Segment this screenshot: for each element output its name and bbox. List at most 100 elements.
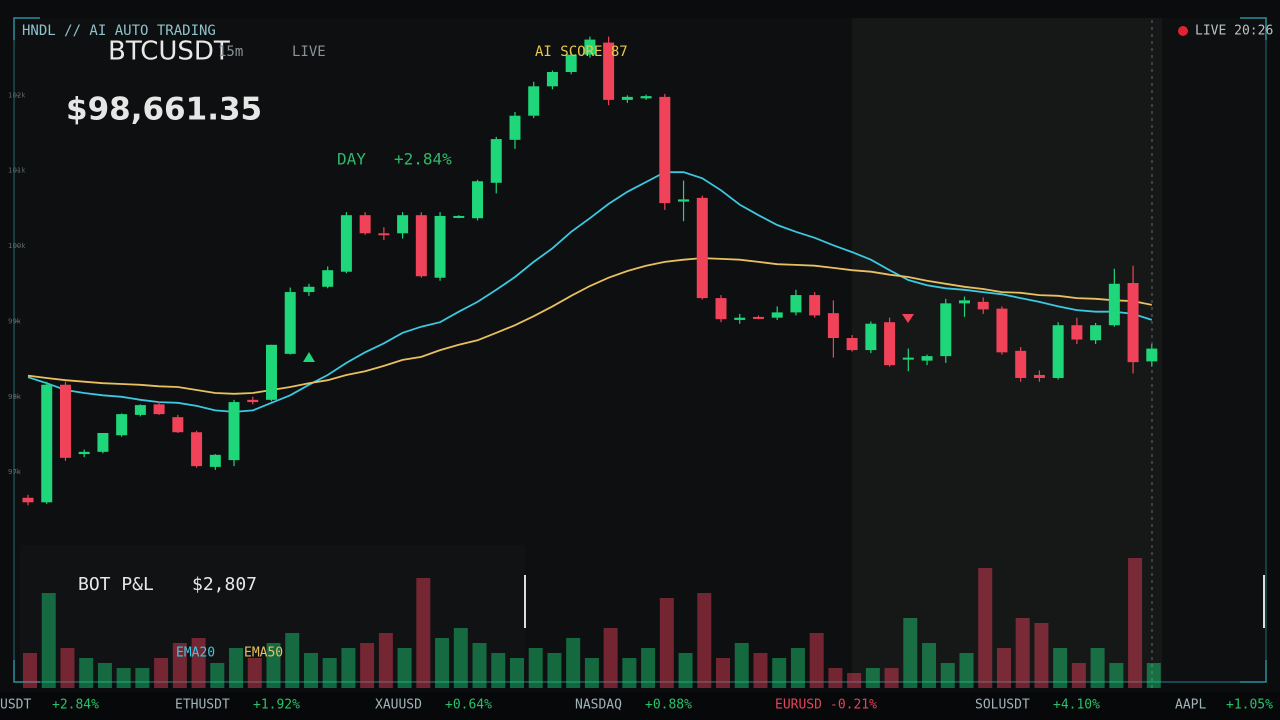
candle-body: [41, 384, 53, 503]
day-change: +2.84%: [394, 150, 452, 169]
candle-body: [397, 215, 409, 234]
volume-bar: [360, 643, 375, 688]
ticker-symbol: AAPL: [1175, 698, 1206, 713]
candle-body: [472, 181, 484, 219]
candle-body: [78, 451, 90, 455]
volume-bar: [734, 643, 749, 688]
pnl-value: $2,807: [192, 574, 257, 595]
volume-bar: [884, 668, 899, 688]
ticker-change: +0.88%: [645, 698, 692, 713]
candle-body: [247, 399, 259, 403]
mode: LIVE: [292, 44, 326, 60]
candle-body: [528, 86, 540, 116]
volume-bar: [472, 643, 487, 688]
candle-body: [153, 404, 165, 415]
candle-body: [378, 233, 390, 236]
candle-body: [22, 497, 34, 503]
volume-bar: [772, 658, 787, 688]
candle-body: [752, 316, 764, 319]
volume-bar: [509, 658, 524, 688]
volume-bar: [716, 658, 731, 688]
volume-bar: [79, 658, 94, 688]
volume-bar: [341, 648, 356, 688]
volume-bar: [154, 658, 169, 688]
ai-score: AI SCORE 87: [535, 44, 628, 60]
ema-line: [27, 257, 1152, 395]
ticker-symbol: USDT: [0, 698, 31, 713]
brand: HNDL // AI AUTO TRADING: [22, 23, 216, 39]
candle-body: [696, 197, 708, 299]
buy-signal: [303, 352, 315, 362]
y-tick-label: 100k: [8, 242, 26, 250]
volume-bar: [809, 633, 824, 688]
ticker-change: -0.21%: [830, 698, 877, 713]
y-tick-label: 97k: [8, 468, 22, 476]
candle-body: [546, 72, 558, 87]
candle-body: [1146, 348, 1158, 362]
candle-body: [228, 402, 240, 461]
candle-body: [1108, 283, 1120, 326]
volume-bar: [1109, 663, 1124, 688]
candle-body: [116, 414, 128, 436]
sell-signal: [902, 314, 914, 323]
volume-bar: [41, 593, 56, 688]
candle-body: [434, 215, 446, 278]
volume-bar: [697, 593, 712, 688]
ticker-symbol: XAUUSD: [375, 698, 422, 713]
ticker-change: +4.10%: [1053, 698, 1100, 713]
ticker-symbol: NASDAQ: [575, 698, 622, 713]
y-tick-label: 98k: [8, 393, 22, 401]
day-label: DAY: [337, 150, 366, 169]
pnl-panel: [20, 545, 525, 682]
candle-body: [659, 96, 671, 204]
volume-bar: [622, 658, 637, 688]
candle-body: [715, 298, 727, 320]
candle-body: [303, 286, 315, 293]
volume-bar: [940, 663, 955, 688]
candle-body: [584, 39, 596, 55]
candle-body: [59, 384, 71, 458]
volume-bar: [584, 658, 599, 688]
volume-bar: [229, 648, 244, 688]
volume-bar: [23, 653, 37, 688]
live-dot: [1178, 26, 1188, 36]
volume-bar: [641, 648, 656, 688]
frame: [13, 17, 1267, 683]
ticker-bar: [0, 692, 1280, 720]
volume-bar: [847, 673, 862, 688]
volume-bar: [491, 653, 506, 688]
candle-body: [265, 344, 277, 400]
volume-bar: [566, 638, 581, 688]
candle-body: [865, 323, 877, 351]
candle-body: [996, 308, 1008, 353]
candle-body: [640, 96, 652, 99]
candle-body: [678, 199, 690, 202]
ticker: USDT +2.84% ETHUSDT +1.92% XAUUSD +0.64%…: [0, 698, 1273, 713]
candle-body: [977, 301, 989, 310]
volume-bar: [828, 668, 843, 688]
candle-body: [603, 42, 615, 100]
volume-bar: [678, 653, 693, 688]
volume-bar: [191, 638, 206, 688]
symbol: BTCUSDT: [108, 37, 230, 67]
volume-bar: [959, 653, 974, 688]
volume-bar: [97, 663, 112, 688]
volume-bar: [903, 618, 918, 688]
volume-bar: [1071, 663, 1086, 688]
candle-body: [921, 356, 933, 361]
ticker-change: +1.92%: [253, 698, 300, 713]
volume-layer: [23, 558, 1161, 688]
candle-body: [1071, 325, 1083, 340]
volume-bar: [397, 648, 412, 688]
candle-body: [827, 313, 839, 339]
candle-body: [209, 454, 221, 467]
live-clock: LIVE 20:26: [1195, 24, 1273, 39]
volume-bar: [303, 653, 318, 688]
volume-bar: [285, 633, 300, 688]
volume-bar: [266, 643, 281, 688]
volume-bar: [1015, 618, 1030, 688]
volume-bar: [1090, 648, 1105, 688]
pnl-label: BOT P&L: [78, 574, 154, 595]
candle-body: [1090, 325, 1102, 341]
